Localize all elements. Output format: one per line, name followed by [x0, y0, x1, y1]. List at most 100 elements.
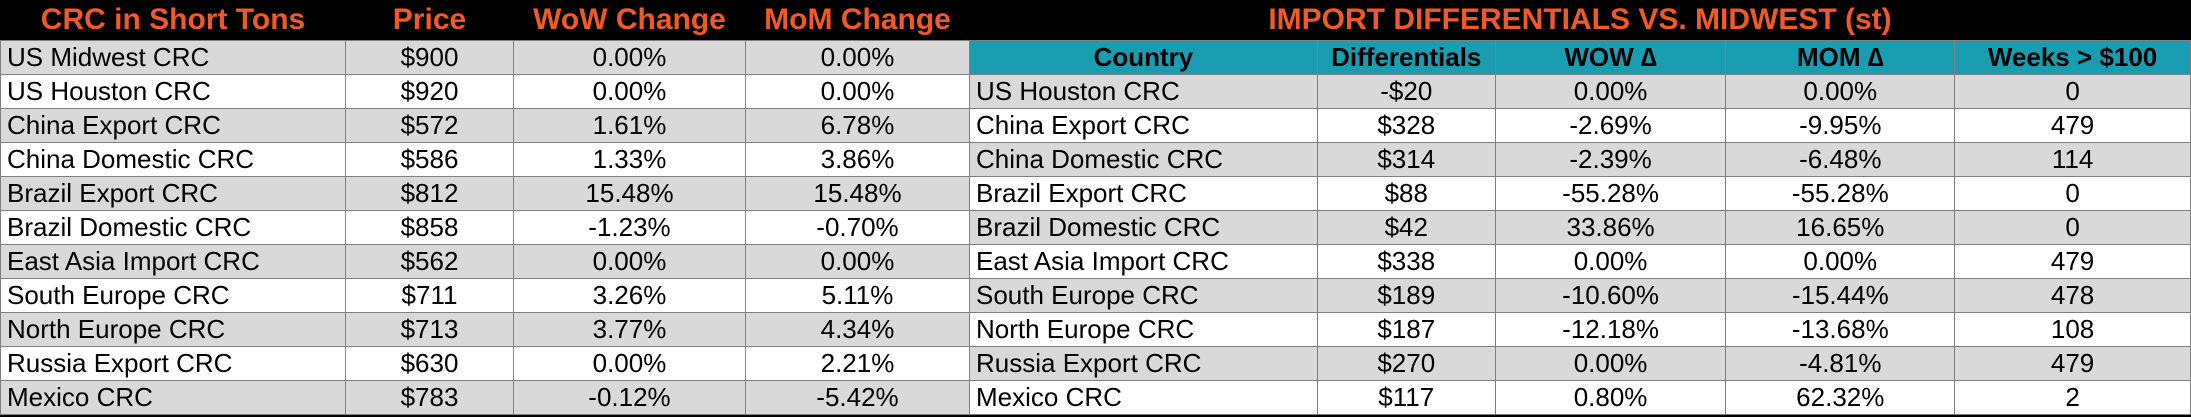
mom-delta-cell: 0.00%: [1725, 74, 1956, 109]
weeks-over-100-cell: 479: [1954, 108, 2191, 143]
weeks-over-100-cell: 479: [1954, 346, 2191, 381]
differential-cell: -$20: [1316, 74, 1496, 109]
mom-delta-cell: -55.28%: [1725, 176, 1956, 211]
wow-change-cell: 0.00%: [513, 244, 746, 279]
table-row: South Europe CRC $189 -10.60% -15.44% 478: [969, 278, 2191, 313]
wow-change-cell: 15.48%: [513, 176, 746, 211]
mom-change-cell: 3.86%: [745, 142, 970, 177]
table-row: Russia Export CRC $630 0.00% 2.21%: [0, 346, 970, 381]
differential-cell: $42: [1316, 210, 1496, 245]
crc-table-title: CRC in Short Tons: [0, 0, 346, 41]
wow-delta-cell: 0.00%: [1494, 346, 1727, 381]
country-cell: Brazil Domestic CRC: [969, 210, 1318, 245]
weeks-over-100-cell: 114: [1954, 142, 2191, 177]
wow-change-cell: 3.77%: [513, 312, 746, 347]
differentials-header-row: Country Differentials WOW ∆ MOM ∆ Weeks …: [969, 40, 2191, 75]
table-row: North Europe CRC $187 -12.18% -13.68% 108: [969, 312, 2191, 347]
wow-change-column-header: WoW Change: [513, 0, 746, 41]
product-name-cell: Brazil Domestic CRC: [0, 210, 346, 245]
country-cell: China Domestic CRC: [969, 142, 1318, 177]
weeks-over-100-cell: 479: [1954, 244, 2191, 279]
table-row: Brazil Export CRC $88 -55.28% -55.28% 0: [969, 176, 2191, 211]
country-cell: Russia Export CRC: [969, 346, 1318, 381]
differentials-title-row: IMPORT DIFFERENTIALS VS. MIDWEST (st): [969, 0, 2191, 41]
mom-delta-cell: 0.00%: [1725, 244, 1956, 279]
table-row: Brazil Domestic CRC $42 33.86% 16.65% 0: [969, 210, 2191, 245]
differential-cell: $187: [1316, 312, 1496, 347]
country-cell: North Europe CRC: [969, 312, 1318, 347]
weeks-over-100-cell: 478: [1954, 278, 2191, 313]
mom-delta-cell: 62.32%: [1725, 380, 1956, 415]
product-name-cell: Russia Export CRC: [0, 346, 346, 381]
wow-delta-cell: 0.00%: [1494, 244, 1727, 279]
mom-change-cell: 2.21%: [745, 346, 970, 381]
mom-delta-column-header: MOM ∆: [1725, 40, 1956, 75]
mom-change-cell: 6.78%: [745, 108, 970, 143]
differentials-column-header: Differentials: [1316, 40, 1496, 75]
crc-price-table: CRC in Short Tons Price WoW Change MoM C…: [0, 0, 970, 415]
mom-delta-cell: -13.68%: [1725, 312, 1956, 347]
price-column-header: Price: [345, 0, 514, 41]
differential-cell: $328: [1316, 108, 1496, 143]
wow-delta-cell: -12.18%: [1494, 312, 1727, 347]
product-name-cell: South Europe CRC: [0, 278, 346, 313]
mom-change-cell: -5.42%: [745, 380, 970, 415]
wow-change-cell: 1.33%: [513, 142, 746, 177]
mom-change-cell: 0.00%: [745, 74, 970, 109]
table-row: Mexico CRC $117 0.80% 62.32% 2: [969, 380, 2191, 415]
mom-change-column-header: MoM Change: [745, 0, 970, 41]
product-name-cell: Brazil Export CRC: [0, 176, 346, 211]
wow-change-cell: 0.00%: [513, 346, 746, 381]
weeks-over-100-cell: 2: [1954, 380, 2191, 415]
weeks-over-100-cell: 108: [1954, 312, 2191, 347]
wow-change-cell: -0.12%: [513, 380, 746, 415]
table-row: US Houston CRC $920 0.00% 0.00%: [0, 74, 970, 109]
differential-cell: $314: [1316, 142, 1496, 177]
product-name-cell: US Houston CRC: [0, 74, 346, 109]
wow-delta-cell: 33.86%: [1494, 210, 1727, 245]
differentials-table-title: IMPORT DIFFERENTIALS VS. MIDWEST (st): [969, 0, 2191, 41]
wow-change-cell: 3.26%: [513, 278, 746, 313]
price-cell: $711: [345, 278, 514, 313]
mom-delta-cell: -6.48%: [1725, 142, 1956, 177]
differential-cell: $117: [1316, 380, 1496, 415]
wow-delta-cell: -10.60%: [1494, 278, 1727, 313]
differential-cell: $88: [1316, 176, 1496, 211]
table-row: US Midwest CRC $900 0.00% 0.00%: [0, 40, 970, 75]
product-name-cell: Mexico CRC: [0, 380, 346, 415]
weeks-over-100-cell: 0: [1954, 210, 2191, 245]
country-column-header: Country: [969, 40, 1318, 75]
differential-cell: $338: [1316, 244, 1496, 279]
price-cell: $586: [345, 142, 514, 177]
table-row: China Domestic CRC $586 1.33% 3.86%: [0, 142, 970, 177]
country-cell: Brazil Export CRC: [969, 176, 1318, 211]
wow-change-cell: 0.00%: [513, 74, 746, 109]
country-cell: Mexico CRC: [969, 380, 1318, 415]
wow-delta-cell: 0.00%: [1494, 74, 1727, 109]
table-row: North Europe CRC $713 3.77% 4.34%: [0, 312, 970, 347]
wow-delta-cell: -2.39%: [1494, 142, 1727, 177]
crc-price-rows: US Midwest CRC $900 0.00% 0.00% US Houston C…: [0, 40, 970, 415]
price-cell: $858: [345, 210, 514, 245]
mom-delta-cell: -15.44%: [1725, 278, 1956, 313]
price-cell: $920: [345, 74, 514, 109]
price-cell: $562: [345, 244, 514, 279]
mom-delta-cell: -9.95%: [1725, 108, 1956, 143]
weeks-over-100-cell: 0: [1954, 74, 2191, 109]
mom-change-cell: 0.00%: [745, 244, 970, 279]
mom-change-cell: -0.70%: [745, 210, 970, 245]
differentials-rows: US Houston CRC -$20 0.00% 0.00% 0 China Expor…: [969, 74, 2191, 415]
table-row: Brazil Export CRC $812 15.48% 15.48%: [0, 176, 970, 211]
mom-change-cell: 0.00%: [745, 40, 970, 75]
price-cell: $572: [345, 108, 514, 143]
price-cell: $900: [345, 40, 514, 75]
crc-price-header-row: CRC in Short Tons Price WoW Change MoM C…: [0, 0, 970, 41]
country-cell: US Houston CRC: [969, 74, 1318, 109]
mom-change-cell: 15.48%: [745, 176, 970, 211]
price-cell: $812: [345, 176, 514, 211]
table-row: Russia Export CRC $270 0.00% -4.81% 479: [969, 346, 2191, 381]
mom-change-cell: 4.34%: [745, 312, 970, 347]
mom-delta-cell: 16.65%: [1725, 210, 1956, 245]
table-row: Mexico CRC $783 -0.12% -5.42%: [0, 380, 970, 415]
product-name-cell: US Midwest CRC: [0, 40, 346, 75]
